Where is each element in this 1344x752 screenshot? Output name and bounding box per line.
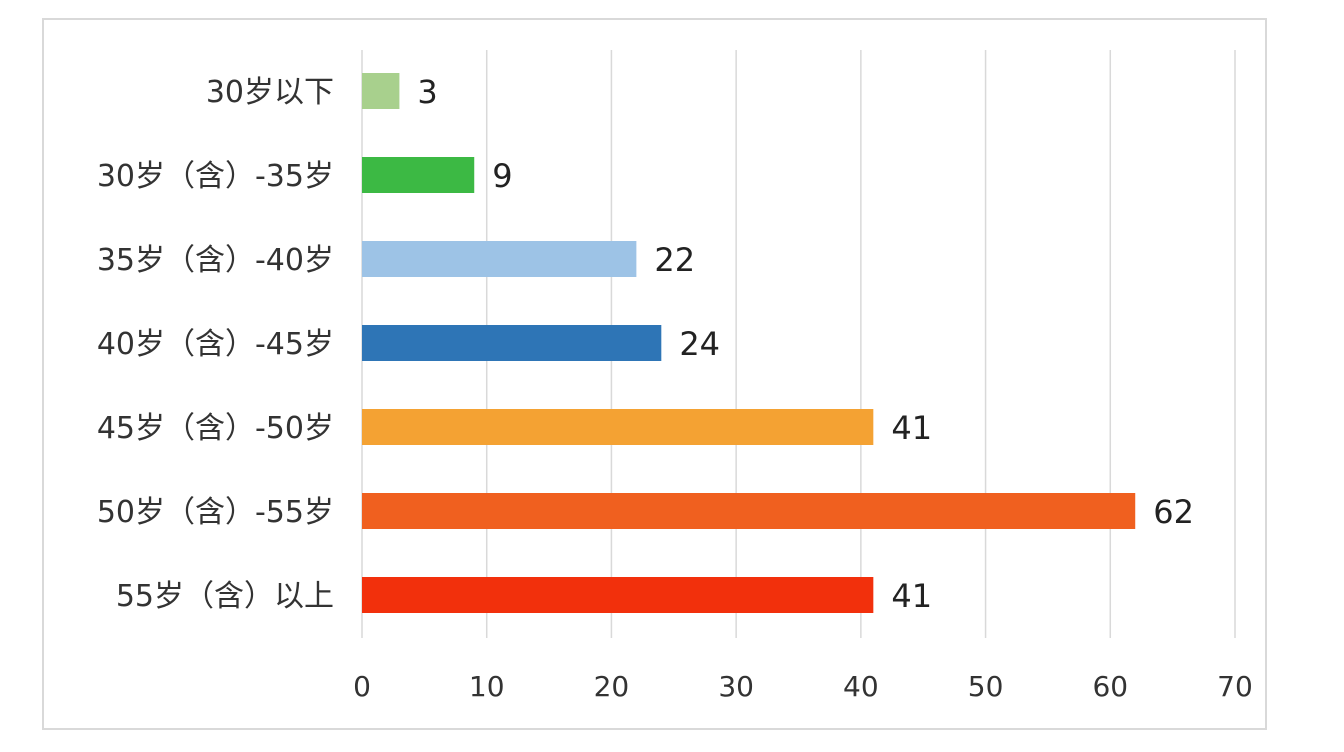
x-tick-label: 0 (353, 670, 371, 703)
category-label: 55岁（含）以上 (116, 579, 334, 614)
category-label: 35岁（含）-40岁 (97, 243, 334, 278)
value-label: 3 (417, 73, 437, 111)
value-label: 41 (891, 577, 932, 615)
category-label: 50岁（含）-55岁 (97, 495, 334, 530)
bar (362, 73, 400, 109)
category-label: 30岁（含）-35岁 (97, 159, 334, 194)
category-label: 45岁（含）-50岁 (97, 411, 334, 446)
bars (362, 73, 1136, 613)
value-label: 9 (492, 157, 512, 195)
bar (362, 493, 1136, 529)
category-labels: 30岁以下 30岁（含）-35岁 35岁（含）-40岁 40岁（含）-45岁 45岁（含… (97, 75, 334, 614)
x-tick-label: 20 (594, 670, 630, 703)
category-label: 30岁以下 (206, 75, 334, 110)
x-tick-label: 50 (968, 670, 1004, 703)
x-tick-label: 30 (718, 670, 754, 703)
value-label: 41 (891, 409, 932, 447)
value-labels: 3 9 22 24 41 62 41 (417, 73, 1194, 615)
bar (362, 325, 662, 361)
bar (362, 577, 874, 613)
grid-lines (361, 50, 1236, 638)
bar (362, 241, 637, 277)
x-tick-label: 10 (469, 670, 505, 703)
x-tick-labels: 0 10 20 30 40 50 60 70 (353, 670, 1253, 703)
value-label: 22 (654, 241, 695, 279)
x-tick-label: 60 (1092, 670, 1128, 703)
value-label: 62 (1153, 493, 1194, 531)
x-tick-label: 40 (843, 670, 879, 703)
bar (362, 409, 874, 445)
x-tick-label: 70 (1217, 670, 1253, 703)
value-label: 24 (679, 325, 720, 363)
bar (362, 157, 475, 193)
category-label: 40岁（含）-45岁 (97, 327, 334, 362)
